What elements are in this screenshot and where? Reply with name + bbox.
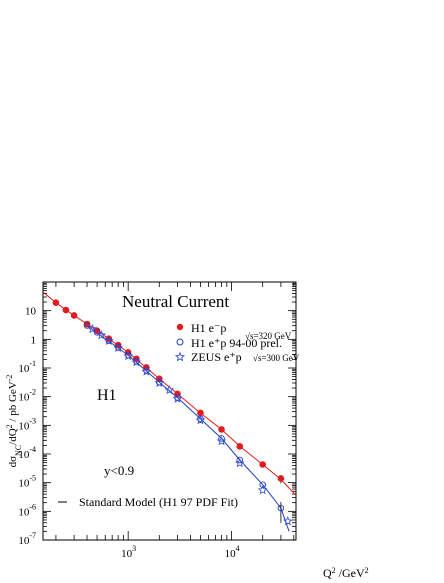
y-tick-label: 10-7 xyxy=(18,531,36,547)
legend: H1 e⁻p √s=320 GeV H1 e⁺p 94-00 prel. ZEU… xyxy=(58,321,300,509)
plot-frame xyxy=(42,281,297,541)
data-point-h1-eminus xyxy=(70,312,78,319)
data-point-h1-eminus xyxy=(83,320,91,328)
data-point-zeus xyxy=(283,516,293,526)
legend-marker-zeus xyxy=(174,351,186,362)
data-point-h1-eminus xyxy=(105,335,113,343)
y-tick-label: 10-1 xyxy=(18,359,36,375)
y-tick-label: 10-5 xyxy=(18,474,36,490)
data-point-h1-eplus xyxy=(83,322,91,329)
data-point-zeus xyxy=(123,351,133,361)
data-point-zeus xyxy=(216,436,227,446)
data-point-h1-eminus xyxy=(277,475,285,482)
data-point-h1-eplus xyxy=(259,481,266,488)
legend-label-h1-eplus: H1 e⁺p 94-00 prel. xyxy=(191,336,282,350)
standard-model-curve-1 xyxy=(43,291,296,496)
legend-label-standard-model: Standard Model (H1 97 PDF Fit) xyxy=(79,495,238,509)
legend-label-zeus: ZEUS e⁺p xyxy=(191,350,242,364)
data-point-h1-eplus xyxy=(218,435,225,442)
data-point-h1-eminus xyxy=(93,327,101,335)
x-tick-label: 104 xyxy=(225,544,240,560)
data-point-zeus xyxy=(131,357,142,367)
y-tick-label: 10-6 xyxy=(18,502,36,518)
legend-energy-zeus: √s=300 GeV xyxy=(253,353,300,363)
data-point-h1-eminus xyxy=(52,299,60,306)
data-point-zeus xyxy=(104,335,114,346)
data-point-zeus xyxy=(87,323,98,334)
data-point-h1-eminus xyxy=(218,426,225,433)
data-point-zeus xyxy=(234,458,245,468)
data-point-zeus xyxy=(96,330,107,340)
y-tick-label: 1 xyxy=(31,334,37,346)
experiment-label: H1 xyxy=(97,387,117,404)
svg-text:Q2 /GeV2: Q2 /GeV2 xyxy=(323,566,369,581)
cut-label: y<0.9 xyxy=(104,463,134,478)
data-point-zeus xyxy=(141,366,152,376)
x-axis-label: Q2 /GeV2 xyxy=(323,566,369,581)
data-point-h1-eplus xyxy=(236,456,244,464)
legend-marker-h1-eplus xyxy=(176,338,184,346)
data-point-h1-eminus xyxy=(197,409,204,417)
data-point-zeus xyxy=(113,342,123,353)
data-point-h1-eminus xyxy=(259,461,266,468)
y-tick-label: 10-2 xyxy=(18,388,36,404)
y-tick-label: 10-3 xyxy=(18,416,36,432)
data-point-zeus xyxy=(154,377,165,388)
data-point-zeus xyxy=(195,415,206,425)
x-tick-label: 103 xyxy=(121,544,136,560)
chart-title: Neutral Current xyxy=(122,292,229,311)
legend-marker-h1-eminus xyxy=(176,323,184,331)
y-tick-label: 10 xyxy=(25,306,37,318)
data-point-zeus xyxy=(164,385,175,395)
data-point-h1-eminus xyxy=(62,306,70,314)
data-point-zeus xyxy=(172,393,183,403)
y-tick-label: 10-4 xyxy=(18,445,36,461)
legend-energy-h1-eminus: √s=320 GeV xyxy=(245,331,292,341)
svg-text:dσNC/dQ2 / pb GeV-2: dσNC/dQ2 / pb GeV-2 xyxy=(5,375,23,468)
data-point-zeus xyxy=(257,485,268,495)
data-point-h1-eminus xyxy=(236,443,244,450)
y-axis-label: dσNC/dQ2 / pb GeV-2 xyxy=(5,375,23,468)
data-point-h1-eplus xyxy=(277,504,285,512)
legend-label-h1-eminus: H1 e⁻p xyxy=(191,321,226,335)
